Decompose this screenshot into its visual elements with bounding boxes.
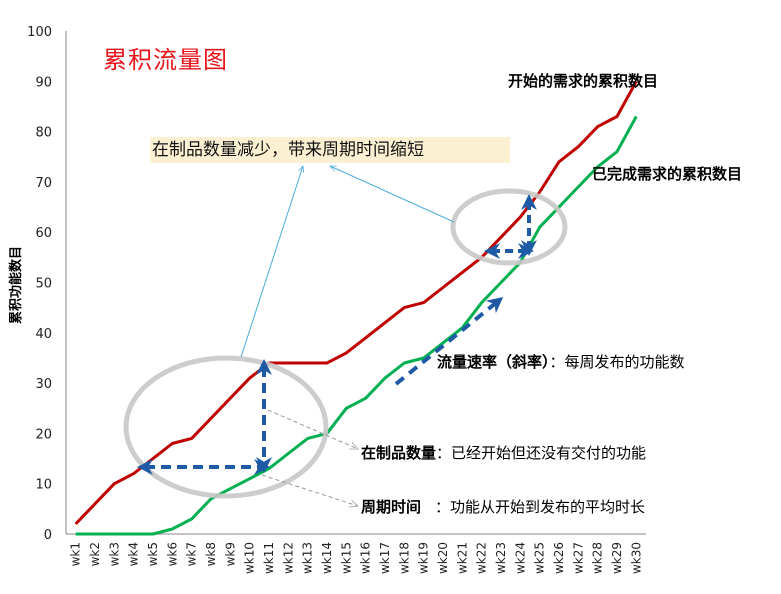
y-tick-label: 70: [35, 176, 52, 191]
x-tick-label: wk28: [591, 542, 605, 574]
done-line: [75, 115, 638, 536]
throughput-desc: ：每周发布的功能数: [549, 353, 685, 371]
x-tick-label: wk4: [127, 542, 141, 566]
x-tick-label: wk24: [513, 542, 527, 574]
x-tick-label: wk1: [69, 542, 83, 566]
y-tick-label: 10: [35, 478, 52, 493]
y-tick-label: 90: [35, 75, 52, 90]
x-tick-label: wk18: [397, 542, 411, 574]
x-tick-label: wk12: [281, 542, 295, 574]
x-tick-label: wk14: [320, 542, 334, 574]
wip-annotation: 在制品数量：已经开始但还没有交付的功能: [361, 442, 646, 463]
cycle-annotation: 周期时间 ：功能从开始到发布的平均时长: [361, 496, 645, 517]
x-tick-label: wk10: [243, 542, 257, 574]
axes: [65, 31, 646, 535]
cycle-leader: [261, 474, 358, 506]
y-tick-label: 50: [35, 277, 52, 292]
y-tick-label: 40: [35, 327, 52, 342]
y-tick-label: 0: [44, 528, 52, 543]
x-tick-label: wk19: [417, 542, 431, 574]
wip-large-ellipse: [123, 355, 329, 499]
x-tick-label: wk17: [378, 542, 392, 574]
wip-small-ellipse: [450, 188, 568, 266]
x-tick-label: wk8: [204, 542, 218, 566]
wip-desc: ：已经开始但还没有交付的功能: [436, 444, 647, 462]
x-tick-label: wk21: [455, 542, 469, 574]
started-line: [74, 80, 638, 525]
x-tick-label: wk22: [475, 542, 489, 574]
x-tick-label: wk11: [262, 542, 276, 574]
x-tick-label: wk7: [185, 542, 199, 566]
throughput-arrow: [394, 296, 504, 386]
x-tick-label: wk29: [610, 542, 624, 574]
y-tick-label: 100: [27, 25, 52, 40]
legend-started: 开始的需求的累积数目: [508, 72, 659, 90]
y-axis-label: 累积功能数目: [8, 246, 24, 324]
x-tick-label: wk27: [571, 542, 585, 574]
x-tick-label: wk5: [146, 542, 160, 566]
cycle-desc: ：功能从开始到发布的平均时长: [435, 498, 646, 516]
throughput-annotation: 流量速率（斜率）：每周发布的功能数: [437, 351, 685, 372]
x-tick-label: wk16: [359, 542, 373, 574]
legend-done: 已完成需求的累积数目: [592, 165, 743, 183]
x-tick-label: wk30: [629, 542, 643, 574]
x-tick-label: wk9: [223, 542, 237, 566]
chart-title: 累积流量图: [103, 46, 228, 74]
cycle-term: 周期时间: [361, 498, 422, 516]
x-tick-label: wk26: [552, 542, 566, 574]
throughput-term: 流量速率（斜率）: [437, 353, 550, 371]
data-series: [74, 80, 638, 536]
x-tick-label: wk6: [165, 542, 179, 566]
y-tick-label: 30: [35, 377, 52, 392]
y-axis-ticks: 0 10 20 30 40 50 60 70 80 90 100: [27, 25, 52, 543]
y-tick-label: 80: [35, 126, 52, 141]
x-tick-label: wk3: [107, 542, 121, 566]
x-tick-label: wk25: [533, 542, 547, 574]
x-tick-label: wk20: [436, 542, 450, 574]
wip-term: 在制品数量: [361, 444, 437, 462]
wip-leader: [267, 409, 358, 449]
x-axis-ticks: wk1 wk2 wk3 wk4 wk5 wk6 wk7 wk8 wk9 wk10 wk11 wk12 w…: [69, 542, 644, 574]
callout-leader-2: [330, 165, 455, 223]
callout-leader-1: [240, 166, 303, 358]
y-tick-label: 60: [35, 226, 52, 241]
x-tick-label: wk15: [339, 542, 353, 574]
y-tick-label: 20: [35, 427, 52, 442]
x-tick-label: wk23: [494, 542, 508, 574]
x-tick-label: wk2: [88, 542, 102, 566]
x-tick-label: wk13: [301, 542, 315, 574]
callout-wip-reduction: 在制品数量减少，带来周期时间缩短: [150, 137, 510, 163]
